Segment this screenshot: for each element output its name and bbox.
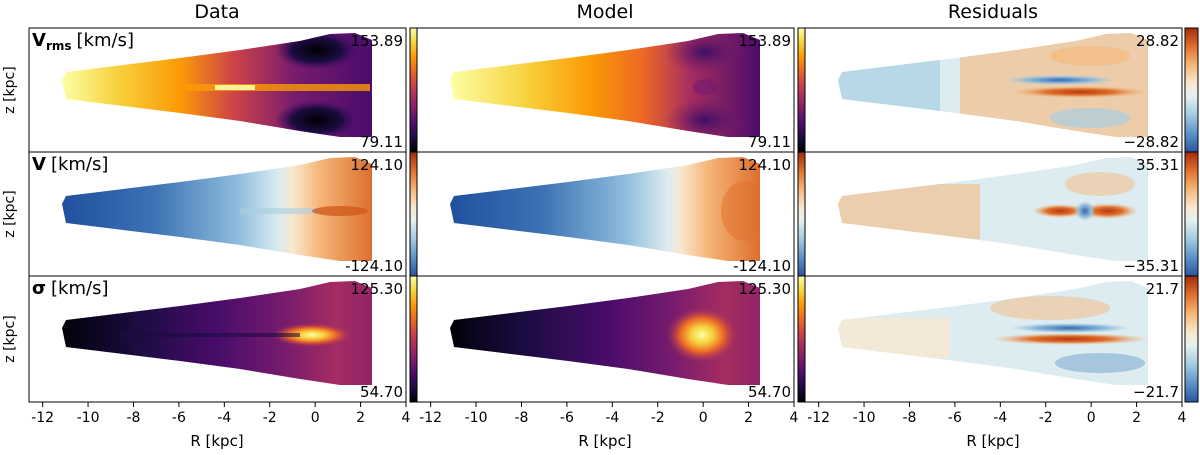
colorbar-vrms-residuals bbox=[1184, 27, 1199, 153]
x-axis-label-data: R [kpc] bbox=[190, 432, 243, 450]
x-tick-label-data-1: -10 bbox=[77, 410, 100, 426]
vrms-model-max: 153.89 bbox=[739, 32, 792, 50]
colorbar-sigma-residuals bbox=[1184, 275, 1199, 403]
x-tick-label-data-4: -4 bbox=[217, 410, 231, 426]
row-label-v: V [km/s] bbox=[32, 154, 108, 175]
sigma-model-max: 125.30 bbox=[739, 280, 792, 298]
row-label-vrms-sub: rms bbox=[46, 39, 72, 53]
panel-vrms-residuals bbox=[804, 27, 1183, 153]
vrms-data-max: 153.89 bbox=[351, 32, 404, 50]
x-axis-label-residuals: R [kpc] bbox=[966, 432, 1019, 450]
x-tick-label-residuals-2: -8 bbox=[902, 410, 916, 426]
row-label-sigma: σ [km/s] bbox=[32, 278, 108, 299]
x-tick-label-residuals-7: 2 bbox=[1132, 410, 1141, 426]
v-model-max: 124.10 bbox=[739, 156, 792, 174]
x-tick-label-model-8: 4 bbox=[790, 410, 799, 426]
x-axis-model: -12 -10 -8 -6 -4 -2 0 2 4 bbox=[419, 402, 799, 426]
x-tick-label-residuals-8: 4 bbox=[1178, 410, 1187, 426]
vrms-residual-min: −28.82 bbox=[1123, 133, 1179, 151]
sigma-residual-max: 21.7 bbox=[1146, 280, 1179, 298]
row-label-sigma-main: σ bbox=[32, 278, 46, 299]
row-label-vrms-main: V bbox=[32, 30, 46, 51]
x-tick-label-residuals-3: -6 bbox=[948, 410, 962, 426]
panel-sigma-data bbox=[28, 275, 407, 403]
x-tick-label-residuals-1: -10 bbox=[853, 410, 876, 426]
v-residual-max: 35.31 bbox=[1136, 156, 1179, 174]
vrms-data-min: 79.11 bbox=[360, 133, 403, 151]
x-tick-label-model-0: -12 bbox=[419, 410, 442, 426]
row-label-vrms: Vrms [km/s] bbox=[32, 30, 134, 53]
x-tick-label-model-1: -10 bbox=[465, 410, 488, 426]
x-tick-label-model-6: 0 bbox=[699, 410, 708, 426]
row-label-vrms-unit: [km/s] bbox=[77, 30, 134, 51]
x-tick-label-data-3: -6 bbox=[172, 410, 186, 426]
row-label-sigma-unit: [km/s] bbox=[51, 278, 108, 299]
x-tick-label-residuals-5: -2 bbox=[1039, 410, 1053, 426]
x-tick-label-data-6: 0 bbox=[311, 410, 320, 426]
x-tick-label-residuals-4: -4 bbox=[993, 410, 1007, 426]
column-title-model: Model bbox=[576, 1, 633, 23]
x-tick-label-data-5: -2 bbox=[263, 410, 277, 426]
v-data-min: -124.10 bbox=[345, 257, 403, 275]
x-tick-label-residuals-0: -12 bbox=[807, 410, 830, 426]
row-label-v-main: V bbox=[32, 154, 46, 175]
row-sigma: σ [km/s] 125.30 54.70 125.30 54.70 bbox=[28, 275, 1199, 403]
v-data-max: 124.10 bbox=[351, 156, 404, 174]
sigma-model-min: 54.70 bbox=[748, 383, 791, 401]
v-model-min: -124.10 bbox=[733, 257, 791, 275]
x-axis-data: -12 -10 -8 -6 -4 -2 0 2 4 bbox=[31, 402, 411, 426]
x-tick-label-residuals-6: 0 bbox=[1087, 410, 1096, 426]
sigma-residual-min: −21.7 bbox=[1133, 383, 1179, 401]
y-axis-label-row3: z [kpc] bbox=[2, 315, 18, 362]
panel-sigma-residuals bbox=[804, 275, 1183, 403]
x-tick-label-data-0: -12 bbox=[31, 410, 54, 426]
row-vrms: Vrms [km/s] 153.89 79.11 153.89 79.11 bbox=[28, 27, 1199, 153]
x-tick-label-data-7: 2 bbox=[356, 410, 365, 426]
x-tick-label-model-5: -2 bbox=[651, 410, 665, 426]
row-label-v-unit: [km/s] bbox=[51, 154, 108, 175]
panel-v-model bbox=[416, 151, 795, 277]
y-axis-label-row2: z [kpc] bbox=[2, 190, 18, 237]
vrms-residual-max: 28.82 bbox=[1136, 32, 1179, 50]
column-title-data: Data bbox=[194, 1, 239, 23]
panel-vrms-model bbox=[416, 27, 795, 153]
x-tick-label-model-2: -8 bbox=[514, 410, 528, 426]
v-residual-min: −35.31 bbox=[1123, 257, 1179, 275]
x-tick-label-data-8: 4 bbox=[402, 410, 411, 426]
sigma-data-min: 54.70 bbox=[360, 383, 403, 401]
x-tick-label-model-3: -6 bbox=[560, 410, 574, 426]
column-title-residuals: Residuals bbox=[948, 1, 1038, 23]
sigma-data-max: 125.30 bbox=[351, 280, 404, 298]
y-axis-label-row1: z [kpc] bbox=[2, 66, 18, 113]
panel-v-residuals bbox=[804, 151, 1183, 277]
row-v: V [km/s] 124.10 -124.10 124.10 -124.10 bbox=[28, 151, 1199, 277]
colorbar-v-residuals bbox=[1184, 151, 1199, 277]
panel-v-data bbox=[28, 151, 407, 277]
x-axis-label-model: R [kpc] bbox=[578, 432, 631, 450]
panel-sigma-model bbox=[416, 275, 795, 403]
x-axis-residuals: -12 -10 -8 -6 -4 -2 0 2 4 bbox=[807, 402, 1187, 426]
x-tick-label-model-7: 2 bbox=[744, 410, 753, 426]
x-tick-label-data-2: -8 bbox=[126, 410, 140, 426]
x-tick-label-model-4: -4 bbox=[605, 410, 619, 426]
vrms-model-min: 79.11 bbox=[748, 133, 791, 151]
